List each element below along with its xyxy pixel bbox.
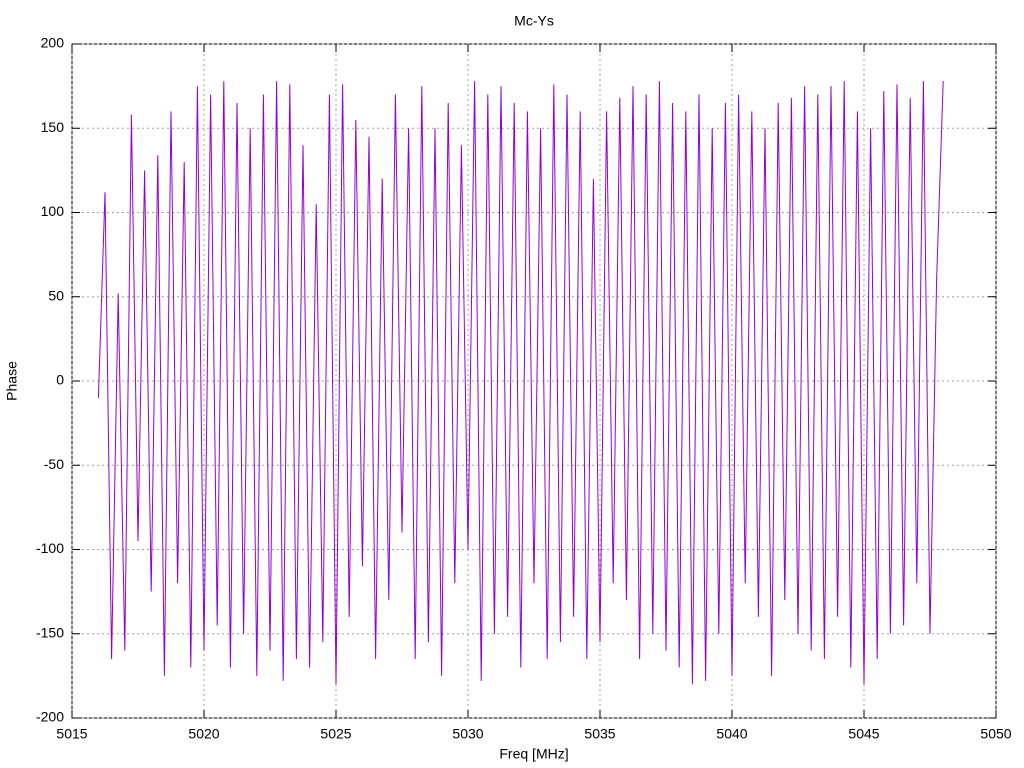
x-tick-label: 5050 <box>980 726 1011 742</box>
y-tick-label: -200 <box>36 709 64 725</box>
y-tick-label: -50 <box>44 456 64 472</box>
y-tick-label: 200 <box>41 35 65 51</box>
y-tick-label: 100 <box>41 203 65 219</box>
x-axis-label: Freq [MHz] <box>499 746 568 762</box>
y-tick-label: -100 <box>36 540 64 556</box>
data-line <box>97 81 944 685</box>
y-tick-label: 50 <box>48 287 64 303</box>
x-tick-label: 5020 <box>188 726 219 742</box>
x-tick-label: 5040 <box>716 726 747 742</box>
y-tick-label: -150 <box>36 624 64 640</box>
y-axis-label: Phase <box>4 361 20 401</box>
x-tick-label: 5015 <box>56 726 87 742</box>
y-tick-label: 0 <box>56 372 64 388</box>
x-tick-label: 5030 <box>452 726 483 742</box>
x-tick-label: 5025 <box>320 726 351 742</box>
y-tick-label: 150 <box>41 119 65 135</box>
chart-title: Mc-Ys <box>514 13 554 29</box>
x-tick-label: 5045 <box>848 726 879 742</box>
x-tick-label: 5035 <box>584 726 615 742</box>
